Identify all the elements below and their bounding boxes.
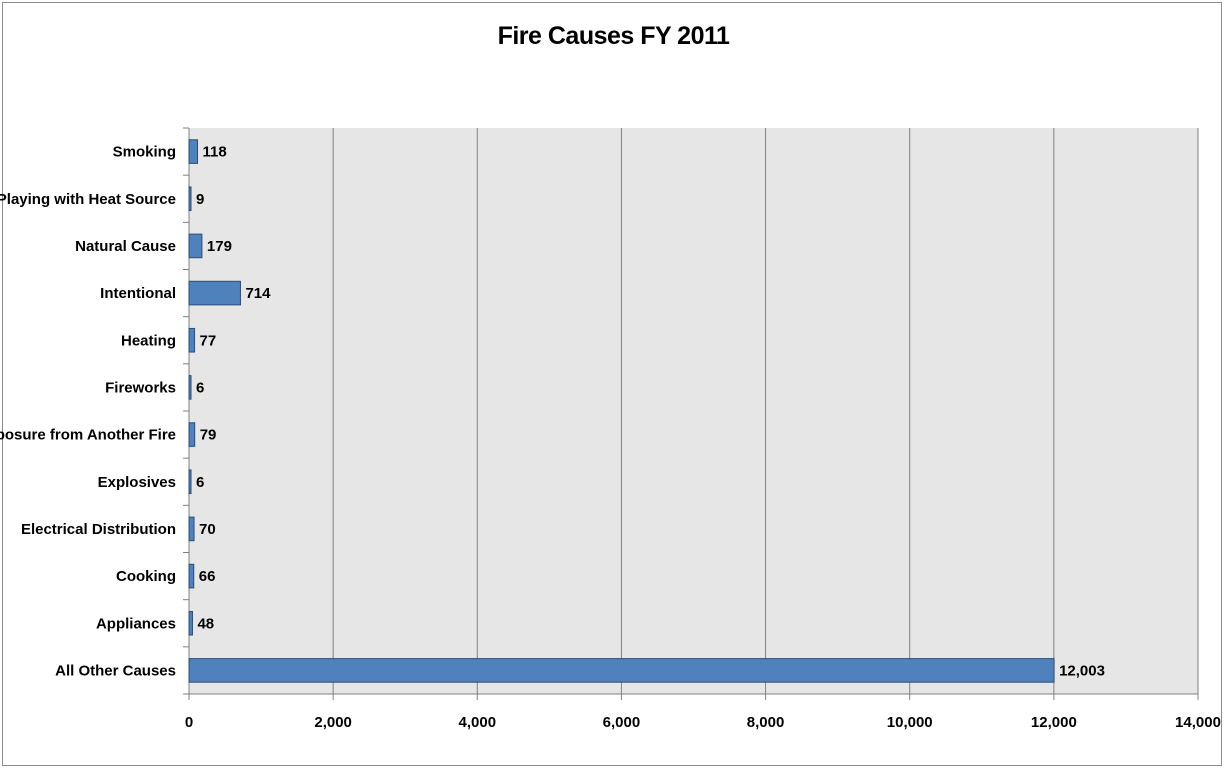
bar-appliances: [188, 610, 193, 636]
data-label: 70: [199, 521, 216, 538]
y-tick-label: Electrical Distribution: [21, 521, 176, 538]
plot-area: [189, 128, 1198, 694]
data-label: 118: [203, 144, 227, 161]
data-label: 179: [207, 238, 232, 255]
y-tick-label: Exposure from Another Fire: [0, 427, 176, 444]
y-tick-label: Playing with Heat Source: [0, 191, 176, 208]
x-tick-label: 2,000: [314, 714, 352, 731]
data-label: 9: [196, 191, 204, 208]
bar-electrical-distribution: [188, 516, 195, 542]
y-tick-label: Cooking: [116, 568, 176, 585]
bar-cooking: [188, 563, 195, 589]
y-tick-label: Explosives: [98, 474, 176, 491]
y-tick-label: Intentional: [100, 285, 176, 302]
x-tick-label: 10,000: [887, 714, 933, 731]
y-tick-label: Smoking: [113, 144, 176, 161]
data-label: 48: [197, 615, 214, 632]
bar-fireworks: [188, 375, 192, 400]
data-label: 66: [199, 568, 216, 585]
y-tick-label: Natural Cause: [75, 238, 176, 255]
bar-explosives: [188, 469, 192, 495]
chart-title: Fire Causes FY 2011: [497, 22, 730, 50]
bar-heating: [188, 327, 196, 353]
labels: 0 2,000 4,000 6,000 8,000 10,000 12,000 14,000 A…: [0, 144, 1221, 731]
x-tick-label: 8,000: [747, 714, 785, 731]
y-tick-label: Heating: [121, 332, 176, 349]
axes: [183, 127, 1199, 700]
data-label: 6: [196, 379, 204, 396]
bar-exposure-from-another-fire: [188, 422, 196, 447]
bars: [188, 139, 1055, 683]
x-tick-label: 0: [185, 714, 193, 731]
bar-playing-with-heat-source: [188, 186, 192, 212]
data-label: 12,003: [1059, 662, 1105, 679]
y-tick-label: Appliances: [96, 615, 176, 632]
bar-all-other-causes: [188, 658, 1055, 683]
x-tick-label: 12,000: [1031, 714, 1077, 731]
x-tick-label: 6,000: [603, 714, 641, 731]
y-tick-label: All Other Causes: [55, 662, 176, 679]
data-label: 79: [200, 427, 217, 444]
y-tick-label: Fireworks: [105, 379, 176, 396]
bar-intentional: [188, 280, 241, 306]
data-label: 714: [245, 285, 271, 302]
data-label: 6: [196, 474, 204, 491]
gridlines: [332, 128, 1199, 694]
bar-smoking: [188, 139, 199, 164]
x-tick-label: 14,000: [1175, 714, 1221, 731]
data-label: 77: [200, 332, 217, 349]
x-tick-label: 4,000: [459, 714, 497, 731]
bar-natural-cause: [188, 233, 203, 259]
